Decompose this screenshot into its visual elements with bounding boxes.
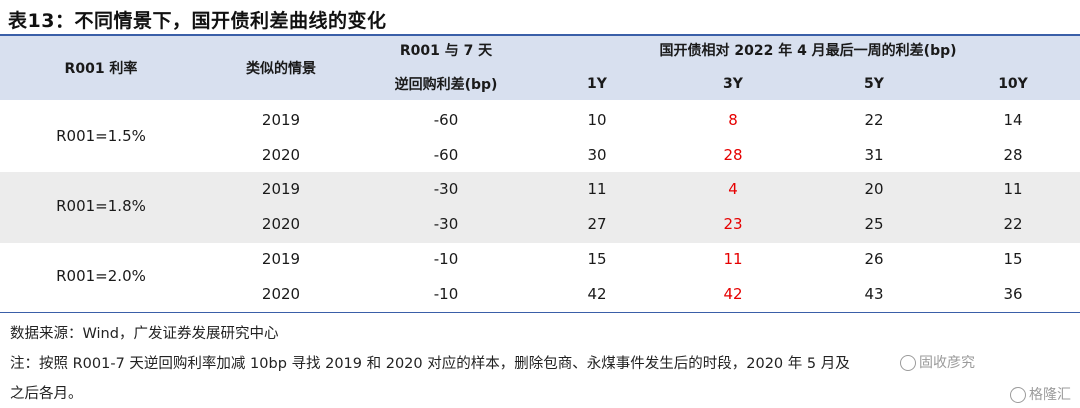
row-band-r001-1-8 — [0, 172, 1080, 243]
header-r001: R001 利率 — [64, 61, 138, 77]
watermark-gelonghui: 格隆汇 — [1010, 384, 1071, 404]
header-group-label: 国开债相对 2022 年 4 月最后一周的利差(bp) — [659, 43, 957, 59]
cell-3y: 11 — [723, 250, 743, 268]
cell-year: 2020 — [261, 285, 301, 303]
cell-3y: 4 — [728, 180, 738, 198]
cell-5y: 31 — [864, 146, 884, 164]
cell-10y: 14 — [1003, 111, 1023, 129]
cell-10y: 28 — [1003, 146, 1023, 164]
cell-year: 2019 — [261, 180, 301, 198]
cell-year: 2020 — [261, 146, 301, 164]
cell-1y: 11 — [587, 180, 607, 198]
group-label: R001=1.8% — [56, 197, 146, 215]
cell-1y: 10 — [587, 111, 607, 129]
cell-year: 2019 — [261, 250, 301, 268]
header-tenor-3y: 3Y — [723, 76, 743, 92]
cell-spread: -10 — [433, 285, 459, 303]
cell-1y: 27 — [587, 215, 607, 233]
header-spread-line1: R001 与 7 天 — [399, 43, 493, 59]
cell-3y: 28 — [723, 146, 743, 164]
cell-1y: 15 — [587, 250, 607, 268]
cell-year: 2019 — [261, 111, 301, 129]
header-tenor-5y: 5Y — [864, 76, 884, 92]
table-bottom-rule — [0, 312, 1080, 313]
group-label: R001=1.5% — [56, 127, 146, 145]
cell-5y: 26 — [864, 250, 884, 268]
cell-10y: 11 — [1003, 180, 1023, 198]
cell-spread: -30 — [433, 180, 459, 198]
table-header — [0, 36, 1080, 100]
cell-5y: 20 — [864, 180, 884, 198]
cell-spread: -60 — [433, 146, 459, 164]
cell-1y: 30 — [587, 146, 607, 164]
cell-5y: 25 — [864, 215, 884, 233]
cell-10y: 36 — [1003, 285, 1023, 303]
wechat-icon — [900, 355, 916, 371]
source-note: 数据来源：Wind，广发证券发展研究中心 — [10, 326, 279, 342]
title-rule — [0, 34, 1080, 36]
cell-spread: -60 — [433, 111, 459, 129]
watermark-wechat: 固收彦究 — [900, 352, 975, 372]
cell-3y: 42 — [723, 285, 743, 303]
cell-spread: -10 — [433, 250, 459, 268]
cell-1y: 42 — [587, 285, 607, 303]
cell-5y: 22 — [864, 111, 884, 129]
header-spread-line2: 逆回购利差(bp) — [394, 77, 498, 93]
footnote-line1: 注：按照 R001-7 天逆回购利率加减 10bp 寻找 2019 和 2020… — [10, 356, 850, 372]
footnote-line2: 之后各月。 — [10, 386, 83, 402]
table-title: 表13：不同情景下，国开债利差曲线的变化 — [8, 10, 387, 32]
cell-10y: 15 — [1003, 250, 1023, 268]
gelonghui-logo-icon — [1010, 387, 1026, 403]
cell-3y: 8 — [728, 111, 738, 129]
cell-5y: 43 — [864, 285, 884, 303]
cell-spread: -30 — [433, 215, 459, 233]
cell-year: 2020 — [261, 215, 301, 233]
header-scenario: 类似的情景 — [246, 61, 316, 77]
header-tenor-10y: 10Y — [998, 76, 1028, 92]
cell-10y: 22 — [1003, 215, 1023, 233]
group-label: R001=2.0% — [56, 267, 146, 285]
cell-3y: 23 — [723, 215, 743, 233]
header-tenor-1y: 1Y — [587, 76, 607, 92]
